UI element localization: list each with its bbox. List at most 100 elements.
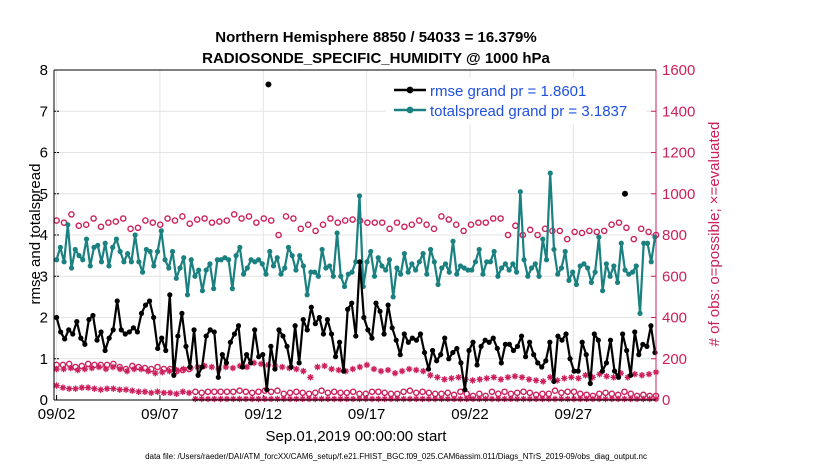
totalspread-point [480,271,486,277]
rmse-point [292,323,298,329]
totalspread-point [614,279,621,286]
totalspread-point [233,253,239,259]
rmse-point [316,314,322,321]
totalspread-point [274,255,280,261]
rmse-point [126,329,132,335]
totalspread-point [454,271,460,277]
obs-evaluated-point [318,395,325,403]
obs-evaluated-point [483,375,490,382]
obs-evaluated-point [532,395,540,403]
rmse-point [421,349,428,356]
rmse-point [389,325,395,331]
obs-possible-point [504,231,512,239]
obs-possible-point [324,389,332,397]
rmse-point [98,329,104,335]
rmse-point [175,333,181,339]
obs-evaluated-point [135,388,142,395]
y-right-tick-label: 200 [662,351,687,368]
obs-possible-point [564,388,571,396]
totalspread-point [61,259,67,265]
obs-possible-point [475,219,482,226]
rmse-point [591,331,597,337]
rmse-point [539,364,545,370]
rmse-point [304,327,310,333]
obs-evaluated-point [476,395,483,403]
rmse-point [575,368,581,374]
totalspread-point [517,189,523,195]
totalspread-point [353,259,359,265]
obs-evaluated-point [582,372,589,379]
obs-evaluated-point [236,362,244,370]
obs-possible-point [412,389,420,397]
rmse-point [341,368,347,374]
totalspread-point [502,261,508,267]
obs-possible-point [571,228,578,236]
rmse-point [522,354,529,360]
totalspread-point [581,261,587,267]
obs-evaluated-point [624,374,631,381]
totalspread-point [652,234,658,240]
rmse-point [607,337,614,343]
obs-evaluated-point [110,385,117,392]
rmse-point [486,339,492,345]
totalspread-point [72,246,78,253]
totalspread-point [154,248,161,255]
rmse-point [203,333,209,339]
obs-evaluated-point [286,395,294,403]
legend-box [386,78,646,124]
rmse-point [159,335,165,341]
obs-evaluated-point [279,363,286,371]
obs-possible-point [364,219,371,226]
obs-evaluated-point [123,367,131,375]
obs-evaluated-point [394,395,401,403]
rmse-point [429,347,436,354]
totalspread-point [349,269,355,275]
totalspread-point [132,232,138,238]
obs-possible-point [260,215,268,222]
totalspread-point [644,240,651,246]
obs-evaluated-point [469,395,477,403]
rmse-point [252,327,258,333]
obs-evaluated-point [640,395,647,403]
obs-possible-point [467,221,475,228]
obs-evaluated-point [547,374,554,381]
totalspread-point [469,267,475,273]
obs-evaluated-point [646,395,653,403]
obs-possible-point [381,389,388,397]
obs-possible-point [488,388,496,396]
obs-possible-point [438,213,445,220]
obs-evaluated-point [312,395,319,403]
obs-evaluated-point [307,374,314,381]
totalspread-point [196,267,202,273]
obs-evaluated-point [243,363,251,371]
rmse-point [284,343,290,349]
obs-evaluated-point [391,369,399,377]
totalspread-point [244,265,250,271]
totalspread-point [214,257,220,263]
obs-evaluated-point [413,395,420,403]
obs-evaluated-point [507,395,515,403]
obs-evaluated-point [229,364,237,372]
obs-possible-point [75,222,83,230]
obs-evaluated-point [511,373,519,380]
totalspread-point [439,265,445,271]
obs-possible-point [526,389,534,397]
obs-possible-point [82,221,90,228]
plot-area: 0 1 2 3 4 5 6 7 8 0 200 400 600 800 1000 1200 1400 1600 09… [38,62,696,423]
obs-possible-point [312,227,319,235]
rmse-point [353,333,359,339]
obs-evaluated-point [561,375,568,382]
obs-evaluated-point [532,377,540,384]
rmse-point [535,360,541,366]
obs-evaluated-point [255,395,262,403]
obs-possible-point [192,388,199,396]
obs-evaluated-point [434,374,441,381]
rmse-point [155,345,161,352]
totalspread-point [136,259,142,265]
chart-title: Northern Hemisphere 8850 / 54033 = 16.37… [215,29,536,46]
obs-possible-point [386,225,393,233]
totalspread-point [566,277,572,283]
obs-possible-point [586,227,593,235]
rmse-point [332,354,339,360]
